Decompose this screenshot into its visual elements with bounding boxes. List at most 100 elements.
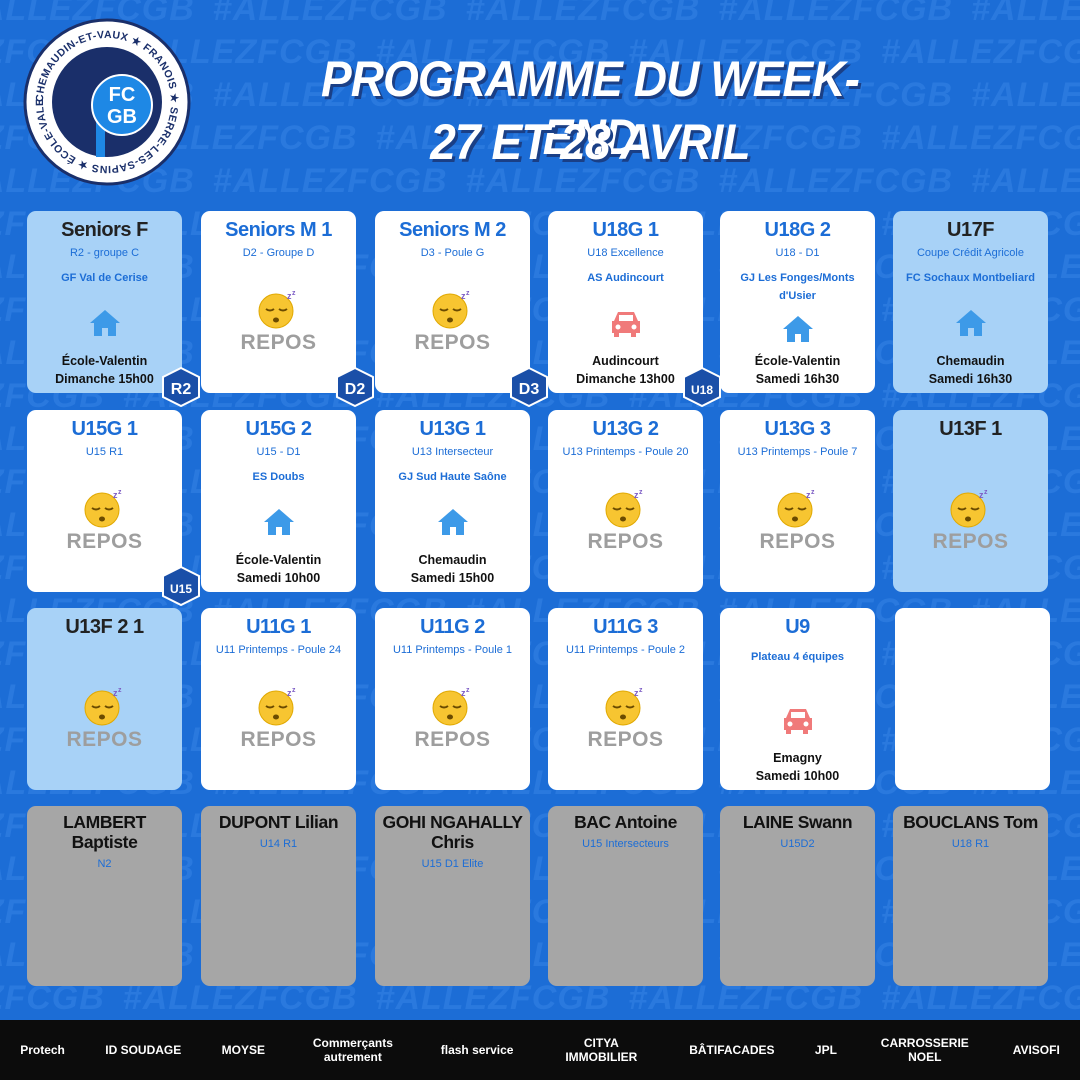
watermark-text: #ALLEZFCGB <box>971 162 1080 200</box>
svg-text:z: z <box>113 490 118 500</box>
kickoff: Samedi 10h00 <box>755 769 840 783</box>
team-name: U15G 2 <box>245 418 312 440</box>
team-name: U11G 3 <box>593 616 658 638</box>
status: REPOS <box>414 331 491 354</box>
team-card: U15G 1 U15 R1 z z REPOS <box>27 410 182 592</box>
level-badge: D3 <box>508 366 550 408</box>
watermark-text: #ALLEZFCGB <box>465 162 701 200</box>
home-icon <box>781 313 815 350</box>
competition: U15 - D1 <box>256 446 301 458</box>
venue: École-Valentin <box>235 553 322 567</box>
venue: Audincourt <box>592 354 659 368</box>
watermark-text: #ALLEZFCGB <box>881 119 1080 157</box>
watermark-text: #ALLEZFCGB <box>718 0 954 28</box>
player-level: U15 D1 Elite <box>421 858 484 870</box>
status: REPOS <box>587 728 664 751</box>
watermark-text: #ALLEZFCGB <box>971 76 1080 114</box>
venue: École-Valentin <box>754 354 841 368</box>
player-block: LAINE Swann U15D2 <box>722 812 873 854</box>
team-card: U11G 2 U11 Printemps - Poule 1 z z REPOS <box>375 608 530 790</box>
competition: U13 Printemps - Poule 20 <box>562 446 689 458</box>
badge-text: D2 <box>345 381 366 398</box>
watermark-text: #ALLEZFCGB <box>375 119 611 157</box>
player-card: GOHI NGAHALLY Chris U15 D1 Elite <box>375 806 530 986</box>
team-name: U11G 2 <box>420 616 485 638</box>
player-name: BOUCLANS Tom <box>903 812 1038 832</box>
icon-graphic <box>89 310 120 336</box>
team-name: U11G 1 <box>246 616 311 638</box>
status: REPOS <box>240 331 317 354</box>
venue: École-Valentin <box>61 354 148 368</box>
sponsor-logo: flash service <box>440 1043 514 1057</box>
competition: D2 - Groupe D <box>242 247 315 259</box>
team-card: U13G 3 U13 Printemps - Poule 7 z z REPOS <box>720 410 875 592</box>
badge-shape: U15 <box>162 565 200 607</box>
competition: Coupe Crédit Agricole <box>916 247 1024 259</box>
team-name: U18G 2 <box>764 219 831 241</box>
badge-text: D3 <box>519 381 540 398</box>
status: REPOS <box>414 728 491 751</box>
icon-graphic <box>263 509 294 535</box>
team-name: U13G 1 <box>419 418 486 440</box>
player-card: BOUCLANS Tom U18 R1 <box>893 806 1048 986</box>
opponent: FC Sochaux Montbeliard <box>906 272 1035 284</box>
status: REPOS <box>66 530 143 553</box>
competition: U11 Printemps - Poule 2 <box>565 644 686 656</box>
svg-text:z: z <box>634 688 639 698</box>
team-card: U18G 1 U18 Excellence AS Audincourt Audinco… <box>548 211 703 393</box>
competition: R2 - groupe C <box>69 247 140 259</box>
team-card: U13F 1 z z REPOS <box>893 410 1048 592</box>
car-icon <box>608 307 644 344</box>
level-badge: D2 <box>334 366 376 408</box>
svg-text:z: z <box>979 490 984 500</box>
sponsor-logo: Protech <box>20 1043 65 1057</box>
title: 27 ET 28 AVRIL <box>430 114 750 170</box>
player-level: U14 R1 <box>259 838 298 850</box>
team-card: U11G 3 U11 Printemps - Poule 2 z z REPOS <box>548 608 703 790</box>
svg-text:z: z <box>466 290 470 297</box>
opponent: ES Doubs <box>252 471 305 483</box>
sponsor-logo: AVISOFI <box>1012 1043 1060 1057</box>
team-card: U11G 1 U11 Printemps - Poule 24 z z REPOS <box>201 608 356 790</box>
club-logo: CHEMAUDIN-ET-VAUX ★ FRANOIS ★ SERRE-LES-… <box>22 17 191 186</box>
svg-text:z: z <box>639 687 643 694</box>
status: REPOS <box>66 728 143 751</box>
empty-card <box>895 608 1050 790</box>
home-icon <box>88 307 122 344</box>
home-icon <box>262 506 296 543</box>
player-card: DUPONT Lilian U14 R1 <box>201 806 356 986</box>
competition: D3 - Poule G <box>420 247 485 259</box>
watermark-text: #ALLEZFCGB <box>465 76 701 114</box>
home-icon <box>436 506 470 543</box>
player-name: BAC Antoine <box>574 812 677 832</box>
level-badge: U15 <box>160 565 202 607</box>
team-name: U13G 2 <box>592 418 659 440</box>
svg-text:z: z <box>292 687 296 694</box>
svg-text:z: z <box>806 490 811 500</box>
competition: U18 Excellence <box>587 247 664 259</box>
team-card: U13F 2 1 z z REPOS <box>27 608 182 790</box>
team-card: U13G 2 U13 Printemps - Poule 20 z z REPOS <box>548 410 703 592</box>
svg-text:z: z <box>984 489 988 496</box>
opponent: GF Val de Cerise <box>61 272 148 284</box>
badge-shape: U18 <box>683 366 721 408</box>
watermark-row: #ALLEZFCGB #ALLEZFCGB #ALLEZFCGB #ALLEZFCGB… <box>0 0 1080 29</box>
competition: U11 Printemps - Poule 1 <box>392 644 513 656</box>
opponent: GJ Les Fonges/Monts d'Usier <box>740 272 855 302</box>
icon-graphic <box>782 316 813 342</box>
badge-text: U15 <box>170 582 192 596</box>
svg-text:z: z <box>461 688 466 698</box>
status: REPOS <box>587 530 664 553</box>
watermark-text: #ALLEZFCGB <box>971 0 1080 28</box>
icon-graphic <box>611 312 640 337</box>
